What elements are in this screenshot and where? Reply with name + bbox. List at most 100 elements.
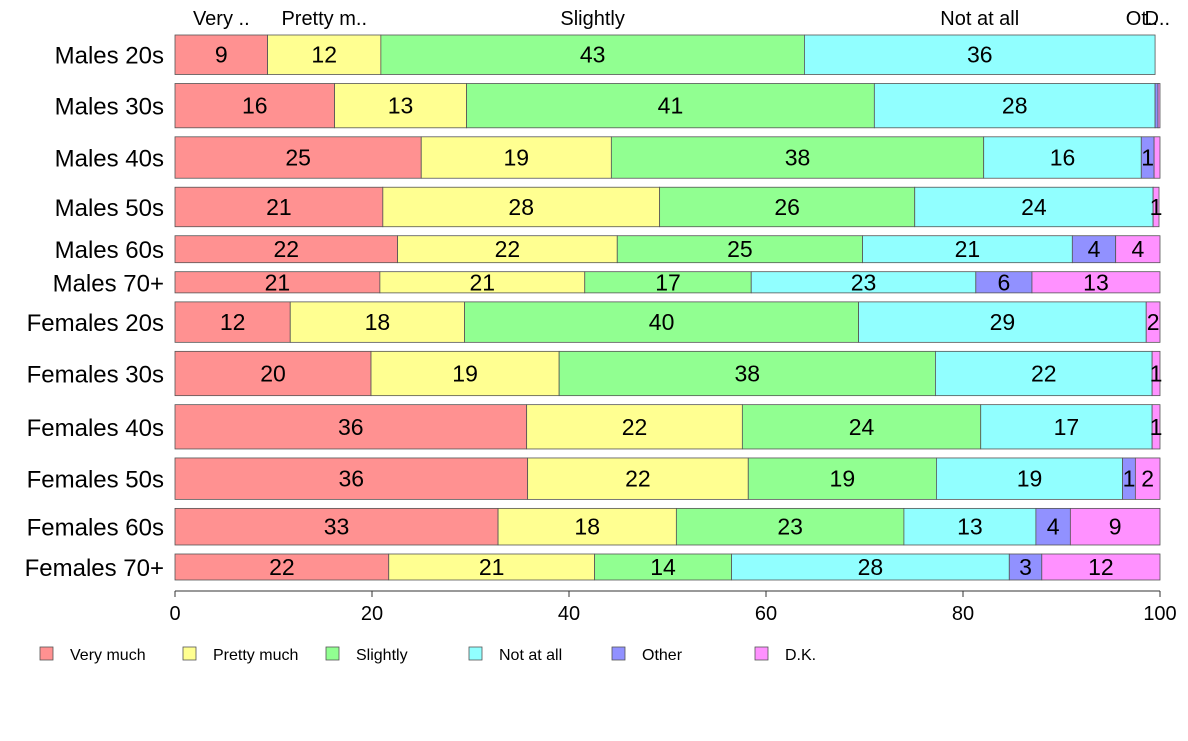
data-label: 19: [452, 360, 478, 386]
data-label: 13: [957, 514, 983, 540]
bar-segment: [1154, 83, 1159, 129]
bar-segment: [914, 186, 1154, 228]
series-top-label: Ot..: [1126, 8, 1158, 30]
data-label: 9: [1109, 514, 1122, 540]
data-label: 21: [955, 236, 981, 262]
data-label: 21: [479, 554, 505, 580]
series-top-label: Very ..: [193, 8, 250, 30]
bar-segment: [464, 301, 859, 343]
bar-segment: [1041, 553, 1161, 581]
x-tick-label: 60: [755, 603, 777, 625]
bar-segment: [903, 507, 1037, 546]
bar-segment: [873, 83, 1156, 129]
legend-swatch: [325, 646, 340, 661]
data-label: 41: [658, 93, 684, 119]
data-label: 43: [580, 42, 606, 68]
bar-segment: [610, 136, 985, 179]
data-label: 22: [274, 236, 300, 262]
bar-segment: [858, 301, 1147, 343]
bar-segment: [741, 404, 982, 450]
bar-segment: [1008, 553, 1043, 581]
category-label: Females 40s: [27, 415, 164, 442]
data-label: 21: [470, 269, 496, 295]
data-label: 22: [269, 554, 295, 580]
data-label: 4: [1047, 514, 1060, 540]
data-label: 26: [774, 194, 800, 220]
data-label: 25: [285, 145, 311, 171]
x-axis: 0 20 40 60 80 100: [169, 590, 1177, 625]
data-label: 23: [777, 514, 803, 540]
bar-segment: [174, 83, 335, 129]
category-label: Males 70+: [53, 270, 164, 297]
bar-segment: [526, 404, 743, 450]
bar-segment: [804, 34, 1156, 75]
x-tick-label: 20: [361, 603, 383, 625]
category-label: Males 60s: [55, 237, 164, 264]
data-label: 18: [365, 309, 391, 335]
legend-swatch: [754, 646, 769, 661]
bar-segment: [267, 34, 382, 75]
series-top-labels: Very .. Pretty m.. Slightly Not at all Ot..D…: [193, 8, 1170, 30]
category-label: Females 70+: [25, 555, 164, 582]
category-label: Males 20s: [55, 43, 164, 70]
data-label: 1: [1150, 414, 1163, 440]
category-label: Males 40s: [55, 146, 164, 173]
data-label: 36: [338, 414, 364, 440]
bar-segment: [1069, 507, 1161, 546]
series-top-label: Not at all: [940, 8, 1019, 30]
data-label: 16: [1050, 145, 1076, 171]
bar-segment: [466, 83, 875, 129]
category-label: Females 60s: [27, 515, 164, 542]
data-label: 24: [1021, 194, 1047, 220]
bar-segment: [174, 507, 499, 546]
data-label: 19: [504, 145, 530, 171]
category-label: Females 20s: [27, 310, 164, 337]
data-label: 13: [1083, 269, 1109, 295]
data-label: 12: [311, 42, 337, 68]
legend-label: D.K.: [785, 647, 816, 664]
data-label: 6: [997, 269, 1010, 295]
series-top-label: Slightly: [560, 8, 624, 30]
bar-segment: [1031, 271, 1161, 294]
data-label: 3: [1019, 554, 1032, 580]
bar-segment: [174, 553, 390, 581]
data-label: 4: [1088, 236, 1101, 262]
x-tick-label: 100: [1143, 603, 1176, 625]
data-label: 28: [508, 194, 534, 220]
legend-swatch: [611, 646, 626, 661]
data-label: 2: [1147, 309, 1160, 335]
bar-segment: [289, 301, 465, 343]
data-label: 36: [967, 42, 993, 68]
data-label: 12: [1088, 554, 1114, 580]
data-label: 17: [1054, 414, 1080, 440]
data-label: 24: [849, 414, 875, 440]
data-label: 21: [265, 269, 291, 295]
category-label: Males 30s: [55, 94, 164, 121]
category-label: Females 30s: [27, 361, 164, 388]
category-label: Males 50s: [55, 195, 164, 222]
bar-segment: [1151, 404, 1161, 450]
legend-label: Slightly: [356, 647, 408, 664]
data-label: 20: [260, 360, 286, 386]
data-label: 19: [830, 466, 856, 492]
category-label: Females 50s: [27, 467, 164, 494]
data-label: 28: [1002, 93, 1028, 119]
legend-swatch: [39, 646, 54, 661]
x-tick-label: 0: [169, 603, 180, 625]
x-tick-label: 80: [952, 603, 974, 625]
series-top-label: D..: [1144, 8, 1170, 30]
data-label: 29: [990, 309, 1016, 335]
bar-segment: [616, 235, 863, 264]
bar-segment: [1145, 301, 1161, 343]
bar-segment: [1115, 235, 1161, 264]
data-label: 40: [649, 309, 675, 335]
bar-segment: [731, 553, 1010, 581]
data-label: 18: [574, 514, 600, 540]
data-label: 25: [727, 236, 753, 262]
data-label: 12: [220, 309, 246, 335]
data-label: 22: [625, 466, 651, 492]
data-label: 36: [339, 466, 365, 492]
data-label: 1: [1150, 360, 1163, 386]
